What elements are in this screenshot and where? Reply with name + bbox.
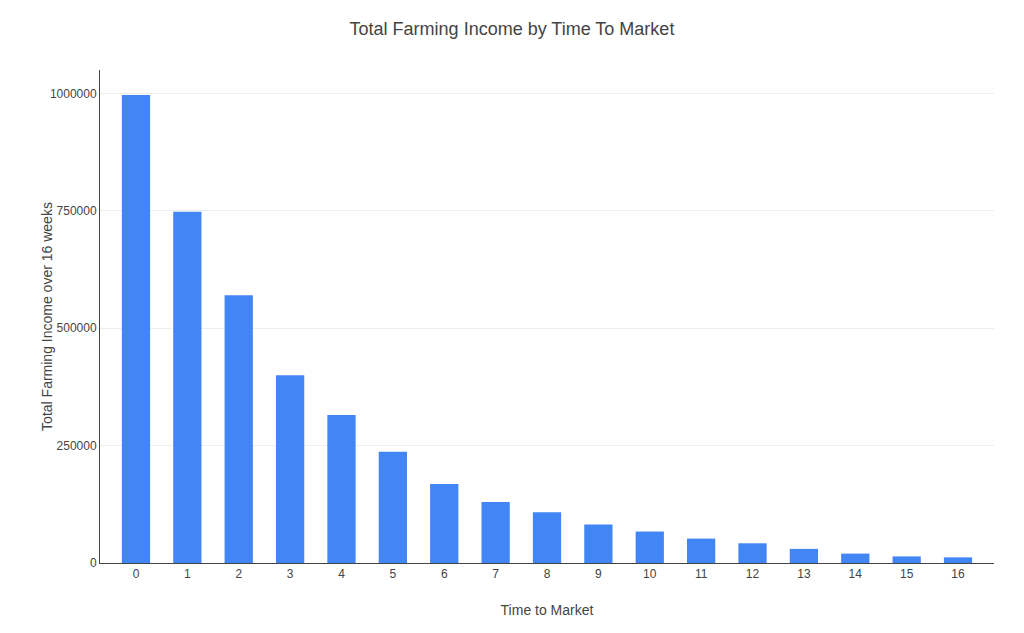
svg-text:16: 16: [951, 567, 965, 581]
svg-text:1: 1: [184, 567, 191, 581]
svg-text:500000: 500000: [57, 321, 97, 335]
svg-text:15: 15: [900, 567, 914, 581]
svg-text:250000: 250000: [57, 439, 97, 453]
svg-text:7: 7: [492, 567, 499, 581]
svg-text:0: 0: [90, 556, 97, 570]
svg-text:3: 3: [287, 567, 294, 581]
svg-text:Total Farming Income by Time T: Total Farming Income by Time To Market: [350, 19, 675, 39]
svg-text:10: 10: [643, 567, 657, 581]
svg-text:5: 5: [390, 567, 397, 581]
svg-text:8: 8: [544, 567, 551, 581]
svg-text:750000: 750000: [57, 204, 97, 218]
svg-text:12: 12: [746, 567, 760, 581]
svg-text:Time to Market: Time to Market: [501, 602, 594, 618]
svg-text:6: 6: [441, 567, 448, 581]
svg-text:9: 9: [595, 567, 602, 581]
svg-text:11: 11: [695, 567, 708, 581]
svg-text:14: 14: [849, 567, 863, 581]
svg-text:2: 2: [235, 567, 242, 581]
svg-text:4: 4: [338, 567, 345, 581]
svg-text:0: 0: [133, 567, 140, 581]
svg-text:1000000: 1000000: [50, 87, 97, 101]
svg-text:Total Farming Income over 16 w: Total Farming Income over 16 weeks: [39, 202, 55, 431]
svg-text:13: 13: [797, 567, 811, 581]
